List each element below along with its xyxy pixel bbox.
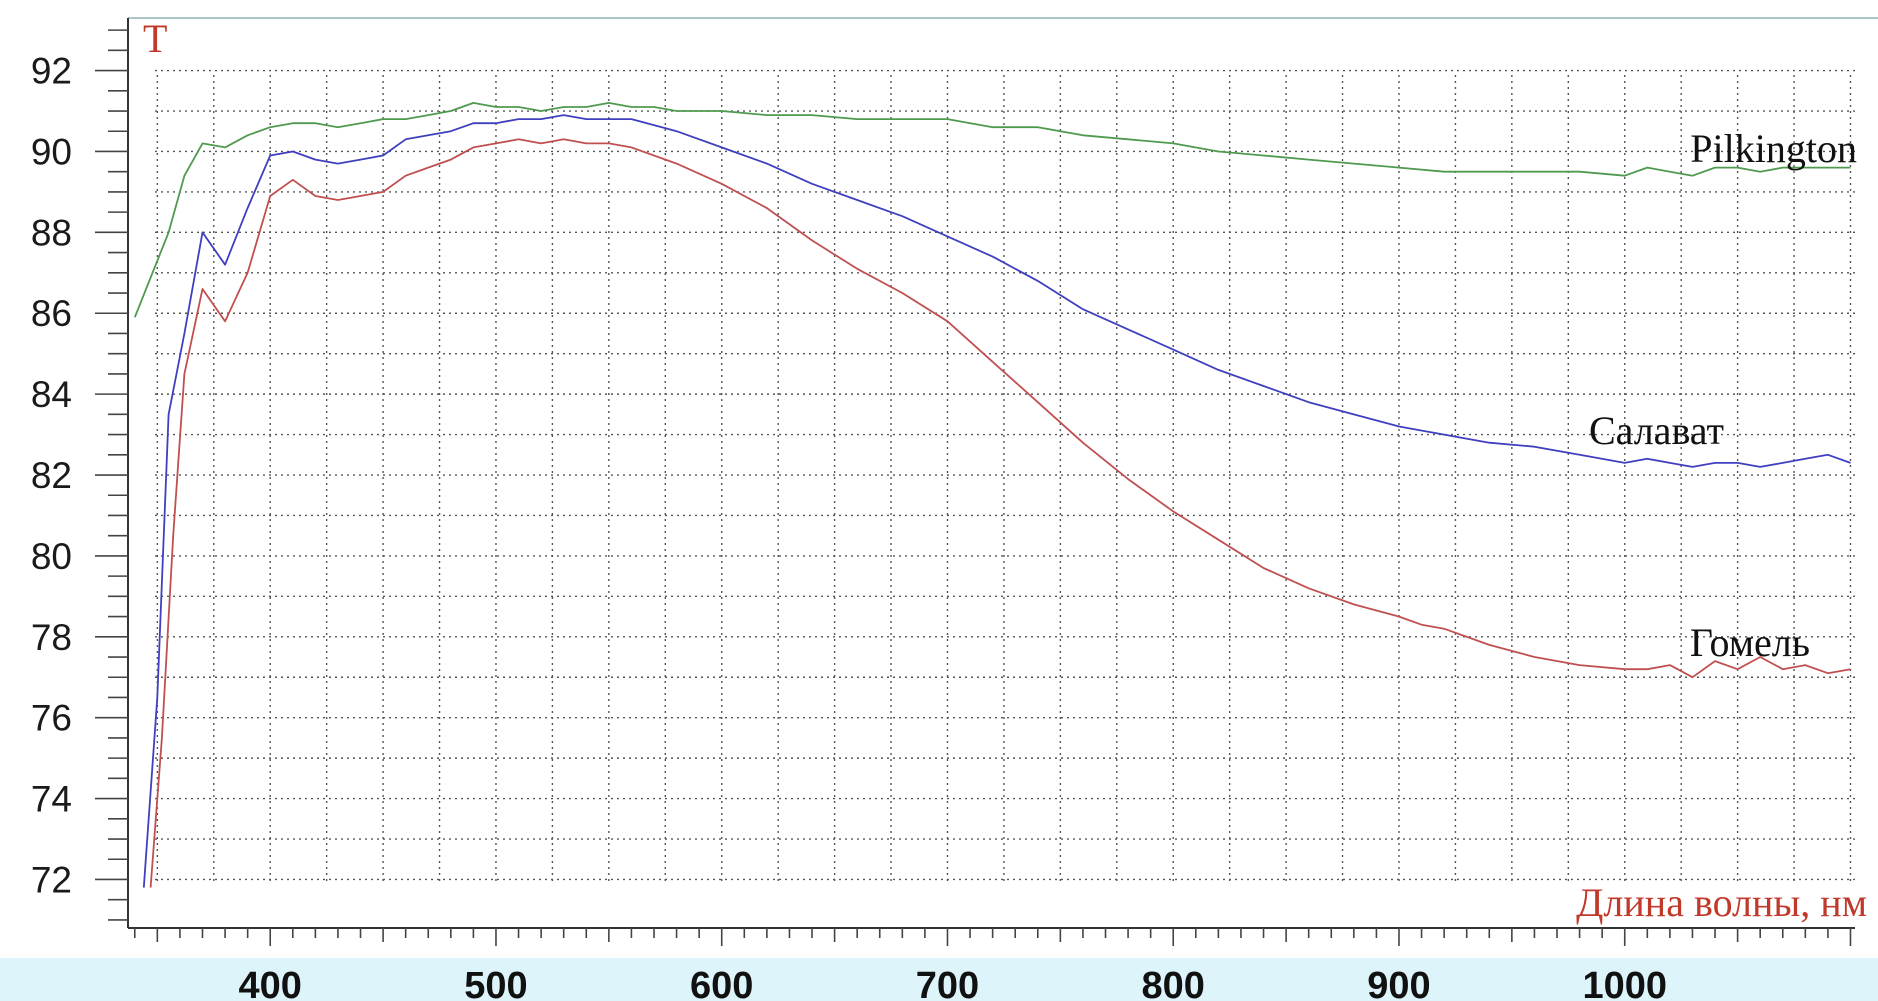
- series-layer: [133, 102, 1851, 888]
- x-tick-label: 600: [690, 965, 753, 1001]
- labels: 72 74 76 78 80 82 84 86 88 90 92 400 500 600 700 800 900…: [31, 16, 1867, 1001]
- y-tick-label: 78: [31, 617, 72, 658]
- x-tick-label: 500: [464, 965, 527, 1001]
- y-tick-label: 80: [31, 536, 72, 577]
- y-axis-title: T: [143, 16, 167, 61]
- series-label: Салават: [1589, 408, 1724, 453]
- grid: [155, 69, 1855, 885]
- axes: [95, 18, 1855, 946]
- y-tick-label: 76: [31, 698, 72, 739]
- y-tick-label: 84: [31, 374, 72, 415]
- y-tick-label: 74: [31, 779, 72, 820]
- y-tick-label: 82: [31, 455, 72, 496]
- series-label: Pilkington: [1690, 126, 1857, 171]
- series-label: Гомель: [1690, 620, 1810, 665]
- y-tick-label: 72: [31, 859, 72, 900]
- x-tick-label: 800: [1142, 965, 1205, 1001]
- series-line: [133, 102, 1851, 318]
- x-tick-label: 700: [916, 965, 979, 1001]
- y-tick-label: 88: [31, 212, 72, 253]
- x-axis-title: Длина волны, нм: [1576, 880, 1867, 925]
- x-tick-band: [0, 958, 1878, 1001]
- x-tick-label: 400: [239, 965, 302, 1001]
- x-tick-label: 900: [1367, 965, 1430, 1001]
- y-tick-label: 86: [31, 293, 72, 334]
- y-tick-label: 90: [31, 131, 72, 172]
- y-tick-label: 92: [31, 51, 72, 92]
- series-line: [142, 114, 1851, 888]
- series-line: [149, 138, 1851, 888]
- x-tick-label: 1000: [1582, 965, 1667, 1001]
